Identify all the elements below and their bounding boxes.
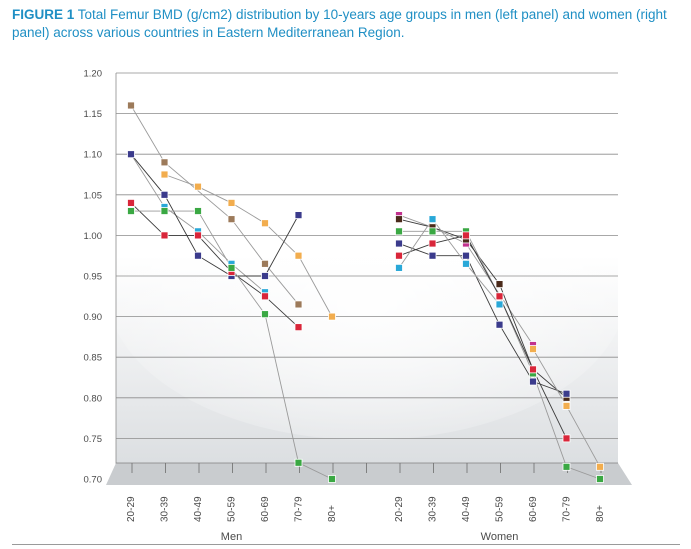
marker-red <box>562 434 571 443</box>
marker-orange <box>328 312 336 321</box>
marker-navy <box>127 150 135 159</box>
marker-navy <box>261 272 269 280</box>
marker-red <box>261 292 269 301</box>
marker-navy <box>160 190 169 199</box>
y-axis-ticks: 0.70 0.75 0.80 0.85 0.90 0.95 1.00 1.05 1.10 1.15… <box>84 69 103 486</box>
marker-green <box>328 475 336 483</box>
marker-red <box>395 251 403 260</box>
marker-red <box>529 365 537 374</box>
bottom-rule <box>12 544 680 545</box>
marker-navy <box>495 320 504 329</box>
x-tick-label: 70-79 <box>562 496 573 522</box>
series-line-dark-brown <box>398 218 567 399</box>
marker-green <box>294 458 303 467</box>
marker-orange <box>160 170 169 179</box>
data-markers <box>127 101 604 483</box>
x-tick-label: 20-29 <box>126 496 137 522</box>
x-tick-label: 60-69 <box>528 496 539 522</box>
y-tick-label: 0.75 <box>84 434 103 445</box>
x-tick-label: 80+ <box>595 505 606 522</box>
x-tick-label: 30-39 <box>160 496 171 522</box>
marker-navy <box>529 377 537 386</box>
series-line-orange <box>164 174 333 317</box>
y-tick-label: 1.20 <box>84 69 103 80</box>
marker-navy <box>428 251 437 260</box>
marker-red <box>462 231 470 240</box>
marker-green <box>395 227 403 236</box>
marker-red <box>294 323 303 332</box>
marker-navy <box>395 239 403 248</box>
figure-caption: FIGURE 1 Total Femur BMD (g/cm2) distrib… <box>12 6 682 42</box>
marker-red <box>127 199 135 207</box>
x-tick-label: 30-39 <box>428 496 439 522</box>
x-tick-label: 80+ <box>327 505 338 522</box>
panel-label-men: Men <box>221 531 242 543</box>
marker-green <box>227 263 236 272</box>
y-tick-label: 1.15 <box>84 109 103 120</box>
figure-caption-text: Total Femur BMD (g/cm2) distribution by … <box>12 7 667 40</box>
y-tick-label: 0.90 <box>84 312 103 323</box>
series-line-red <box>130 202 299 328</box>
marker-red <box>194 231 202 240</box>
series-line-cyan <box>398 218 500 305</box>
marker-green <box>160 207 169 215</box>
series-line-navy <box>130 153 299 277</box>
series-line-red <box>398 234 567 439</box>
marker-cyan <box>462 259 470 268</box>
x-tick-label: 40-49 <box>193 496 204 522</box>
x-tick-label: 70-79 <box>294 496 305 522</box>
marker-green <box>127 207 135 215</box>
marker-orange <box>562 402 571 410</box>
marker-orange <box>261 219 269 228</box>
marker-brown <box>261 259 269 268</box>
marker-brown <box>294 300 303 309</box>
marker-navy <box>462 251 470 260</box>
marker-green <box>596 475 604 483</box>
marker-red <box>160 231 169 240</box>
marker-cyan <box>395 263 403 272</box>
marker-dark-brown <box>395 215 403 224</box>
x-tick-label: 50-59 <box>227 496 238 522</box>
y-tick-label: 0.80 <box>84 393 103 404</box>
y-tick-label: 1.05 <box>84 190 103 201</box>
x-tick-label: 50-59 <box>495 496 506 522</box>
marker-green <box>428 227 437 236</box>
x-tick-label: 20-29 <box>394 496 405 522</box>
marker-orange <box>596 462 604 471</box>
y-tick-label: 1.10 <box>84 150 103 161</box>
marker-orange <box>294 251 303 260</box>
marker-orange <box>194 182 202 191</box>
marker-green <box>562 462 571 471</box>
marker-cyan <box>495 300 504 309</box>
x-tick-label: 60-69 <box>260 496 271 522</box>
marker-navy <box>562 389 571 398</box>
marker-brown <box>127 101 135 110</box>
x-axis-ticks: 20-29 30-39 40-49 50-59 60-69 70-79 80+ Men 20-2… <box>126 496 606 543</box>
marker-dark-brown <box>495 280 504 289</box>
figure-label: FIGURE 1 <box>12 7 75 22</box>
marker-brown <box>160 158 169 167</box>
marker-red <box>495 292 504 301</box>
marker-red <box>428 239 437 248</box>
floor-plane <box>106 463 632 485</box>
y-tick-label: 0.70 <box>84 475 103 486</box>
marker-green <box>261 310 269 319</box>
marker-brown <box>227 215 236 224</box>
series-line-navy <box>398 243 567 395</box>
plot-glow <box>107 140 627 440</box>
marker-orange <box>529 345 537 353</box>
marker-cyan <box>428 215 437 224</box>
marker-navy <box>194 251 202 260</box>
panel-label-women: Women <box>481 531 519 543</box>
marker-green <box>194 207 202 215</box>
x-tick-label: 40-49 <box>461 496 472 522</box>
marker-navy <box>294 211 303 220</box>
marker-orange <box>227 199 236 207</box>
y-tick-label: 0.85 <box>84 353 103 364</box>
y-tick-label: 1.00 <box>84 231 103 242</box>
y-tick-label: 0.95 <box>84 272 103 283</box>
chart-floor <box>106 462 632 485</box>
